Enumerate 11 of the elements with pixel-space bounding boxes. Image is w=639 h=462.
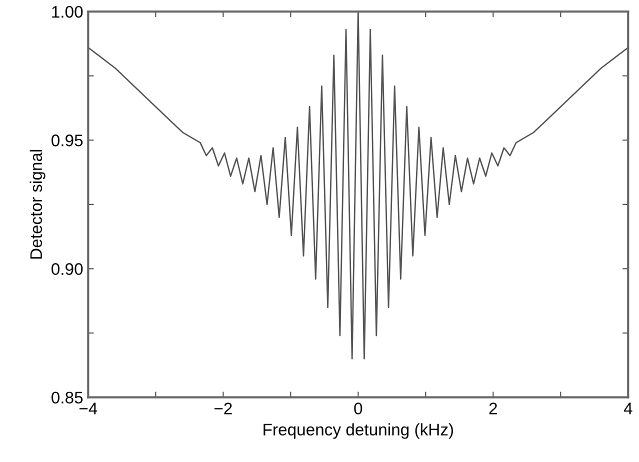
x-tick-label: 0 bbox=[354, 402, 362, 414]
y-tick-label: 0.95 bbox=[52, 134, 83, 146]
y-tick-label: 0.90 bbox=[52, 263, 83, 275]
x-tick-label: −4 bbox=[80, 402, 98, 414]
y-tick-label: 1.00 bbox=[52, 6, 83, 18]
x-axis-title: Frequency detuning (kHz) bbox=[264, 423, 454, 439]
x-tick-label: 2 bbox=[489, 402, 497, 414]
x-tick-label: 4 bbox=[624, 402, 632, 414]
y-tick-label: 0.85 bbox=[52, 392, 83, 404]
x-tick-label: −2 bbox=[214, 402, 232, 414]
y-axis-title: Detector signal bbox=[30, 150, 46, 259]
